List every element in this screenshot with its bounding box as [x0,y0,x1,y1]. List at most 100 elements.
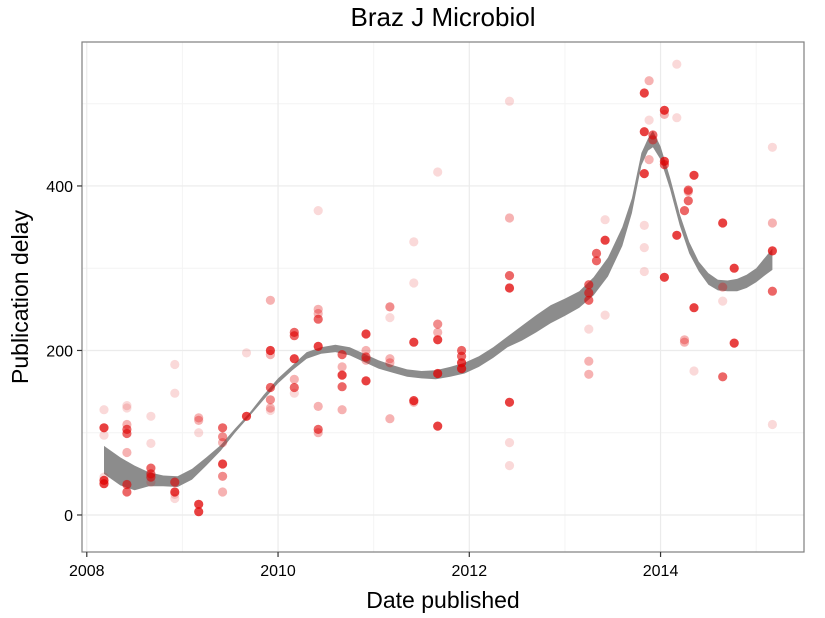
data-point [289,354,299,364]
data-point [644,155,654,165]
data-point [194,499,204,509]
data-point [600,235,610,245]
data-point [683,185,693,195]
data-point [767,218,778,228]
data-point [170,489,180,499]
y-tick-label: 400 [46,179,73,196]
data-point [639,220,649,230]
data-point [265,345,275,356]
data-point [584,288,594,298]
data-point [361,352,371,362]
data-point [337,370,347,380]
y-axis-title: Publication delay [7,210,33,384]
data-point [718,218,728,228]
data-point [504,438,515,448]
data-point [218,432,228,442]
data-point [361,355,371,365]
data-point [218,487,228,497]
data-point [409,337,419,347]
data-point [218,471,228,481]
data-point [504,96,515,106]
data-point [146,472,156,482]
data-point [689,366,699,376]
data-point [659,109,670,119]
data-point [313,341,323,351]
data-point [433,368,443,379]
data-point [265,405,275,416]
data-point [170,487,180,497]
data-point [504,213,515,223]
data-point [409,397,419,407]
data-point [689,170,699,180]
data-point [639,88,649,98]
data-point [170,493,180,504]
data-point [385,313,395,323]
data-point [289,388,299,398]
data-point [313,314,323,324]
data-point [767,286,778,296]
data-point [385,414,395,424]
data-point [313,428,323,438]
data-point [689,303,699,313]
data-points [99,59,778,517]
data-point [409,237,419,247]
x-tick-label: 2010 [260,563,296,580]
chart-title: Braz J Microbiol [351,2,536,32]
data-point [600,215,610,225]
data-point [672,230,682,240]
data-point [409,396,419,406]
data-point [313,401,323,411]
data-point [218,438,228,448]
x-tick-label: 2014 [643,563,679,580]
data-point [767,419,778,430]
data-point [146,477,156,487]
data-point [672,59,682,69]
data-point [99,405,109,415]
data-point [289,331,299,341]
data-point [170,359,180,370]
data-point [385,358,395,368]
data-point [313,424,323,434]
data-point [313,206,323,216]
data-point [289,374,299,384]
x-axis: 2008 2010 2012 2014 [69,552,678,580]
data-point [767,246,778,256]
data-point [644,76,654,86]
y-tick-label: 0 [64,508,73,525]
data-point [433,167,443,177]
data-point [361,345,371,356]
data-point [289,382,299,393]
data-point [679,335,690,345]
data-point [584,295,594,305]
data-point [146,411,156,421]
data-point [194,507,204,517]
data-point [679,206,690,216]
data-point [683,196,693,206]
data-point [729,338,739,348]
data-point [361,376,371,386]
data-point [122,428,132,439]
data-point [433,335,443,345]
data-point [584,369,594,379]
data-point [648,135,658,145]
y-tick-label: 200 [46,343,73,360]
data-point [659,272,670,282]
data-point [218,459,228,469]
data-point [99,430,109,440]
data-point [146,438,156,448]
data-point [241,348,252,358]
data-point [591,248,602,258]
data-point [122,403,132,413]
data-point [385,354,395,364]
data-point [122,401,132,411]
data-point [679,337,690,347]
data-point [729,263,739,273]
data-point [194,413,204,423]
data-point [218,423,228,433]
data-point [591,256,602,266]
data-point [337,362,347,372]
data-point [433,327,443,337]
data-point [584,280,594,290]
data-point [313,304,323,314]
